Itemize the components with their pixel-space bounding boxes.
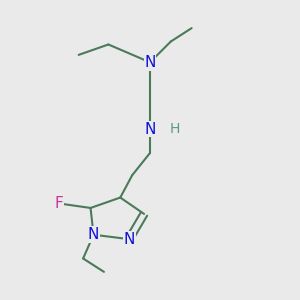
Text: H: H xyxy=(170,122,181,136)
Text: N: N xyxy=(144,55,156,70)
Text: N: N xyxy=(144,122,156,137)
Text: F: F xyxy=(55,196,64,211)
Text: N: N xyxy=(88,227,99,242)
Text: N: N xyxy=(124,232,135,247)
